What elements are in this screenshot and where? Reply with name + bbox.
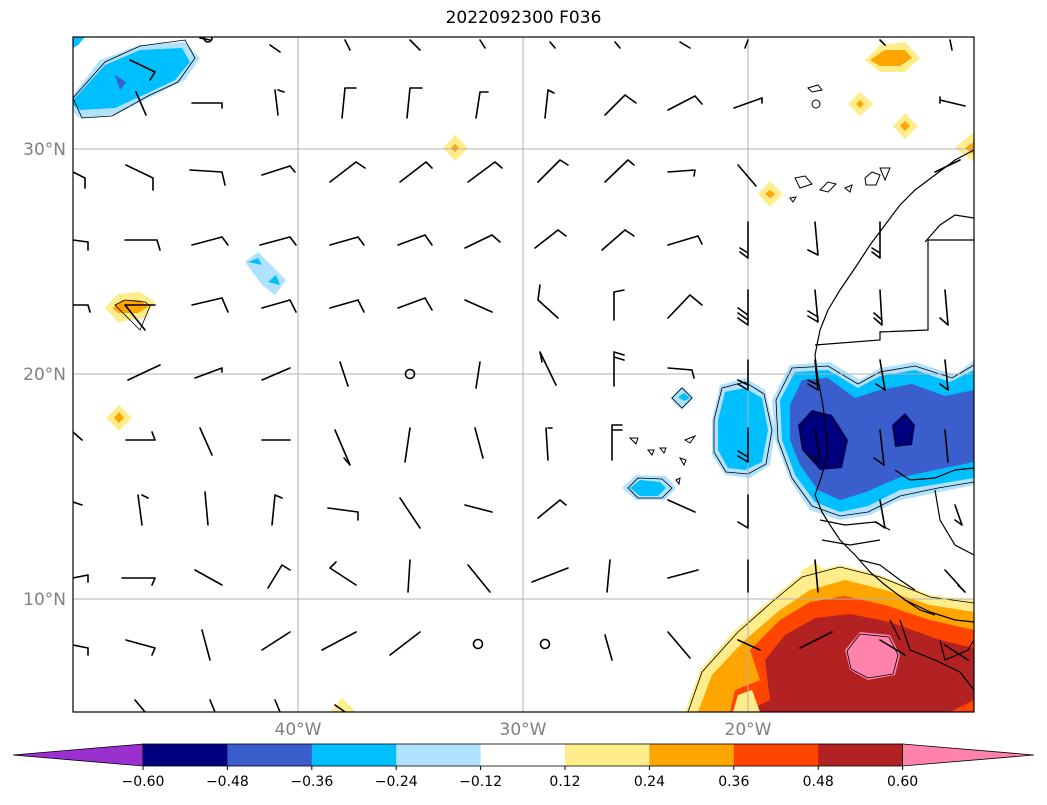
colorbar-swatch	[311, 744, 397, 766]
colorbar-frame	[142, 743, 903, 767]
map-frame	[72, 36, 975, 713]
lon-label-20w: 20°W	[725, 720, 772, 740]
colorbar-extend-max	[902, 743, 1035, 767]
colorbar-tick-label: −0.36	[290, 774, 333, 790]
lat-label-30n: 30°N	[23, 140, 66, 160]
wind-barbs	[73, 37, 969, 712]
lat-label-20n: 20°N	[23, 365, 66, 385]
colorbar-tick-label: −0.48	[206, 774, 249, 790]
latitude-axis: 30°N 20°N 10°N	[23, 140, 66, 610]
colorbar-tick-label: 0.24	[634, 774, 665, 790]
colorbar-swatch	[143, 744, 228, 766]
colorbar-tick-label: 0.12	[549, 774, 580, 790]
colorbar-tick-label: −0.12	[459, 774, 502, 790]
colorbar-tick-label: 0.48	[803, 774, 834, 790]
colorbar-tick-label: 0.60	[887, 774, 918, 790]
lat-label-10n: 10°N	[23, 590, 66, 610]
colorbar-extend-min	[12, 743, 144, 767]
colorbar-swatch	[396, 744, 482, 766]
contour-fill-layer	[73, 37, 974, 712]
colorbar-tick-label: 0.36	[718, 774, 749, 790]
longitude-axis: 40°W 30°W 20°W	[275, 720, 772, 740]
colorbar-tick-label: −0.60	[122, 774, 165, 790]
colorbar-swatch	[227, 744, 313, 766]
lon-label-40w: 40°W	[275, 720, 322, 740]
islands	[628, 84, 891, 486]
colorbar-tick-label: −0.24	[375, 774, 418, 790]
colorbar-swatch	[480, 744, 566, 766]
map-title: 2022092300 F036	[445, 8, 602, 28]
colorbar-swatch	[649, 744, 735, 766]
contour-lines	[73, 39, 974, 712]
colorbar-swatch	[818, 744, 904, 766]
colorbar-swatch	[565, 744, 650, 766]
colorbar: −0.60 −0.48 −0.36 −0.24 −0.12 0.12 0.24 0.36 0.4…	[12, 743, 1035, 790]
colorbar-swatch	[733, 744, 819, 766]
lon-label-30w: 30°W	[500, 720, 547, 740]
coastline-africa	[814, 149, 974, 691]
